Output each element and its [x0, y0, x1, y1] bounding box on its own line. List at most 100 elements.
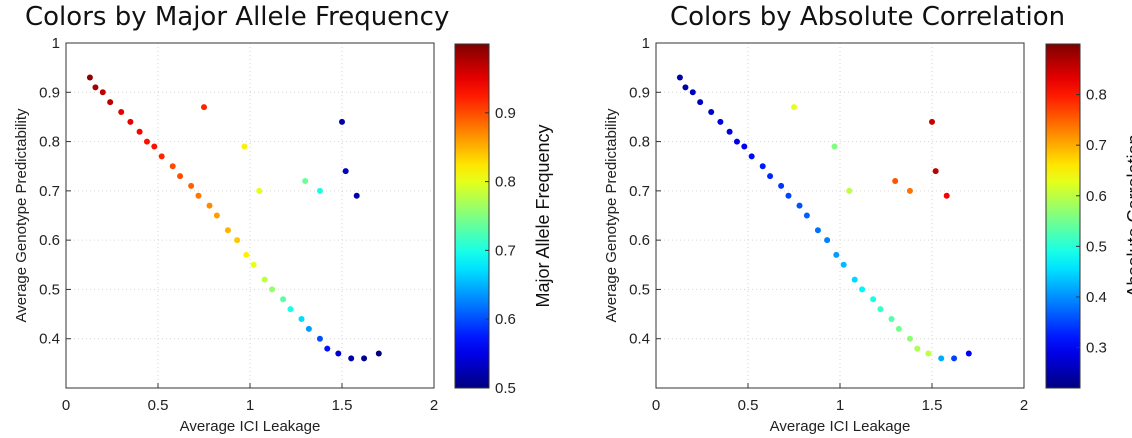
scatter-point — [269, 286, 276, 293]
y-tick-label: 0.9 — [39, 84, 60, 101]
scatter-point — [906, 335, 913, 342]
scatter-point — [859, 286, 866, 293]
scatter-point — [177, 173, 184, 180]
y-tick-label: 1 — [52, 35, 60, 52]
scatter-point — [241, 143, 248, 150]
scatter-point — [256, 187, 263, 194]
colorbar-tick-label: 0.7 — [1086, 137, 1107, 154]
x-tick-label: 1 — [246, 397, 254, 414]
colorbar-tick-label: 0.9 — [495, 105, 516, 122]
scatter-point — [929, 118, 935, 125]
x-tick-label: 0 — [62, 397, 70, 414]
y-tick-label: 0.5 — [39, 281, 60, 298]
scatter-point — [243, 251, 250, 258]
y-tick-label: 0.9 — [629, 84, 650, 101]
scatter-point — [814, 227, 821, 234]
colorbar-tick-label: 0.7 — [495, 242, 516, 259]
x-tick-label: 1.5 — [332, 397, 353, 414]
scatter-point — [846, 187, 853, 194]
colorbar-tick-label: 0.5 — [495, 380, 516, 397]
scatter-point — [261, 276, 268, 283]
scatter-point — [689, 89, 696, 96]
scatter-point — [213, 212, 220, 219]
x-axis-label: Average ICI Leakage — [770, 418, 911, 435]
scatter-point — [824, 237, 831, 244]
scatter-point — [741, 143, 748, 150]
scatter-point — [201, 104, 207, 111]
x-tick-label: 0 — [652, 397, 660, 414]
scatter-point — [316, 187, 323, 194]
scatter-point — [803, 212, 810, 219]
scatter-point — [188, 182, 195, 189]
y-tick-label: 0.4 — [39, 331, 60, 348]
chart-panel-major-allele-frequency: Colors by Major Allele Frequency 0 0.5 1 1.… — [13, 2, 553, 435]
scatter-points — [86, 74, 382, 362]
scatter-point — [759, 163, 766, 170]
x-tick-label: 0.5 — [148, 397, 169, 414]
colorbar-tick-label: 0.5 — [1086, 238, 1107, 255]
y-tick-label: 0.7 — [629, 183, 650, 200]
scatter-point — [932, 168, 939, 175]
colorbar-tick-label: 0.8 — [495, 174, 516, 191]
scatter-point — [316, 335, 323, 342]
scatter-point — [943, 192, 950, 199]
x-tick-label: 1.5 — [922, 397, 943, 414]
scatter-point — [888, 316, 895, 322]
x-axis-label: Average ICI Leakage — [180, 418, 321, 435]
scatter-point — [733, 138, 740, 145]
scatter-point — [375, 350, 382, 357]
scatter-point — [250, 261, 257, 268]
scatter-point — [831, 143, 838, 150]
x-tick-label: 2 — [1020, 397, 1028, 414]
scatter-point — [851, 276, 858, 283]
scatter-point — [676, 74, 683, 81]
scatter-point — [914, 345, 921, 352]
colorbar-tick-label: 0.6 — [1086, 188, 1107, 205]
scatter-point — [877, 306, 884, 313]
scatter-point — [287, 306, 294, 313]
y-tick-label: 0.4 — [629, 331, 650, 348]
scatter-point — [892, 178, 899, 184]
scatter-plot-major-allele-frequency: 0 0.5 1 1.5 2 0.4 0.5 0.6 0.7 0.8 0.9 1 Average ICI … — [13, 35, 553, 435]
scatter-point — [151, 143, 158, 150]
y-tick-label: 0.8 — [39, 134, 60, 151]
scatter-point — [339, 118, 345, 125]
scatter-point — [748, 153, 755, 160]
scatter-point — [965, 350, 972, 357]
scatter-point — [107, 99, 114, 106]
scatter-point — [305, 325, 312, 332]
scatter-point — [143, 138, 150, 145]
scatter-point — [791, 104, 797, 111]
scatter-point — [778, 182, 785, 189]
scatter-point — [682, 84, 689, 91]
x-tick-label: 0.5 — [738, 397, 759, 414]
scatter-point — [353, 192, 360, 199]
scatter-point — [298, 316, 305, 322]
colorbar-tick-label: 0.8 — [1086, 87, 1107, 104]
scatter-point — [169, 163, 176, 170]
scatter-point — [840, 261, 847, 268]
scatter-point — [324, 345, 331, 352]
scatter-point — [136, 128, 143, 135]
scatter-point — [234, 237, 241, 244]
scatter-point — [906, 187, 913, 194]
scatter-point — [195, 192, 202, 199]
colorbar-tick-label: 0.3 — [1086, 340, 1107, 357]
scatter-point — [342, 168, 349, 175]
scatter-point — [938, 355, 945, 362]
scatter-plot-absolute-correlation: 0 0.5 1 1.5 2 0.4 0.5 0.6 0.7 0.8 0.9 1 Average ICI … — [603, 35, 1132, 435]
scatter-point — [870, 296, 877, 303]
colorbar-tick-label: 0.4 — [1086, 289, 1107, 306]
scatter-point — [717, 118, 724, 125]
scatter-point — [767, 173, 774, 180]
y-tick-label: 0.7 — [39, 183, 60, 200]
x-tick-label: 1 — [836, 397, 844, 414]
chart-title: Colors by Major Allele Frequency — [25, 2, 450, 32]
scatter-point — [833, 251, 840, 258]
y-tick-label: 0.8 — [629, 134, 650, 151]
colorbar-tick-label: 0.6 — [495, 311, 516, 328]
scatter-point — [206, 202, 213, 209]
scatter-point — [280, 296, 287, 303]
y-axis-label: Average Genotype Predictability — [13, 108, 30, 323]
scatter-point — [335, 350, 342, 357]
